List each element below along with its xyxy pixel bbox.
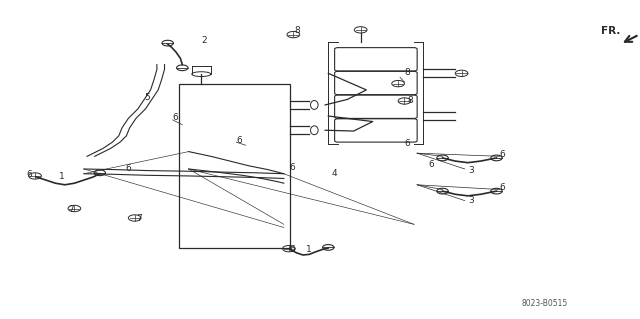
Text: 4: 4 <box>332 169 337 178</box>
Text: 6: 6 <box>500 183 506 192</box>
Text: 6: 6 <box>289 163 294 172</box>
FancyArrow shape <box>636 33 640 50</box>
Text: 1: 1 <box>58 172 64 182</box>
Text: 6: 6 <box>26 170 32 179</box>
Text: 6: 6 <box>236 136 242 145</box>
Text: 8023-B0515: 8023-B0515 <box>522 299 568 308</box>
Text: 8: 8 <box>294 26 300 35</box>
Text: 3: 3 <box>468 166 474 175</box>
Text: 6: 6 <box>404 139 410 148</box>
Text: 8: 8 <box>404 68 410 77</box>
Text: 6: 6 <box>125 165 131 174</box>
Text: 6: 6 <box>173 113 179 122</box>
Bar <box>179 84 290 248</box>
Text: 6: 6 <box>289 245 294 254</box>
Text: 6: 6 <box>500 150 506 159</box>
Text: 5: 5 <box>144 93 150 102</box>
Text: 6: 6 <box>428 160 434 169</box>
Text: 1: 1 <box>306 245 312 254</box>
Text: 3: 3 <box>468 196 474 205</box>
Text: FR.: FR. <box>601 26 621 36</box>
Text: 7: 7 <box>136 214 141 223</box>
Text: 7: 7 <box>68 205 74 214</box>
Text: 2: 2 <box>202 36 207 45</box>
Text: 8: 8 <box>408 97 413 106</box>
